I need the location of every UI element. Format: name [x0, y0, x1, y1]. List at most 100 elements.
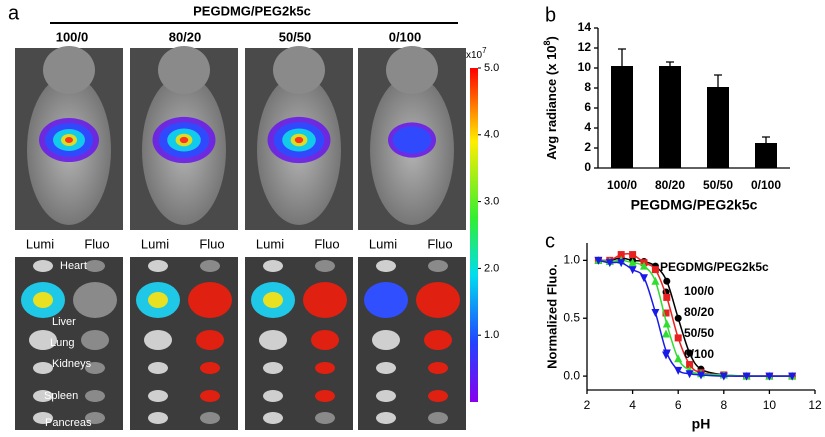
- organ-lumi: [364, 282, 408, 318]
- colorbar-tick-label: 5.0: [484, 62, 499, 74]
- organ-label: Pancreas: [45, 417, 92, 429]
- marker: [662, 319, 671, 328]
- marker: [674, 334, 682, 342]
- marker: [685, 370, 694, 379]
- y-tick-label: 8: [584, 80, 591, 94]
- legend-label: 50/50: [684, 326, 714, 340]
- marker: [662, 309, 670, 317]
- y-tick-label: 4: [584, 120, 591, 134]
- marker: [651, 308, 660, 317]
- organ-lumi: [148, 390, 168, 402]
- fluo-label: Fluo: [314, 236, 339, 251]
- marker: [674, 314, 682, 322]
- y-tick-label: 6: [584, 100, 591, 114]
- y-axis-label: Avg radiance (x 108): [542, 36, 559, 160]
- x-tick-label: 8: [720, 398, 727, 412]
- marker: [662, 351, 670, 360]
- organ-lumi: [372, 330, 400, 350]
- marker: [674, 366, 683, 375]
- organ-lumi: [263, 362, 283, 374]
- organ-label: Lung: [50, 337, 74, 349]
- organ-label: Liver: [52, 316, 76, 328]
- organ-fluo: [200, 412, 220, 424]
- x-tick-label: 100/0: [607, 178, 637, 192]
- panel-label: a: [8, 2, 20, 24]
- colorbar-tick-label: 2.0: [484, 262, 499, 274]
- organ-fluo: [188, 282, 232, 318]
- legend-label: 0/100: [684, 347, 714, 361]
- organ-label: Spleen: [44, 390, 78, 402]
- colorbar: [470, 68, 478, 402]
- y-tick-label: 2: [584, 140, 591, 154]
- marker: [628, 266, 637, 275]
- x-tick-label: 0/100: [751, 178, 781, 192]
- organ-fluo: [424, 330, 452, 350]
- y-axis-label-exponent: 8: [542, 40, 552, 45]
- organ-fluo: [428, 260, 448, 272]
- organ-lumi: [33, 260, 53, 272]
- mouse-head: [273, 46, 325, 94]
- error-bar: [666, 61, 674, 66]
- marker: [788, 372, 797, 381]
- group-label: 80/20: [169, 29, 202, 44]
- organ-fluo: [416, 282, 460, 318]
- organ-fluo: [85, 390, 105, 402]
- organ-lumi: [263, 390, 283, 402]
- bar: [707, 87, 729, 168]
- organ-fluo: [200, 260, 220, 272]
- marker: [594, 256, 603, 265]
- marker: [640, 261, 648, 270]
- organ-lumi: [376, 390, 396, 402]
- organ-lumi: [29, 330, 57, 350]
- panel-label: c: [545, 230, 555, 252]
- organ-lumi: [148, 260, 168, 272]
- error-bar: [714, 74, 722, 87]
- lumi-label: Lumi: [26, 236, 54, 251]
- organ-fluo: [200, 362, 220, 374]
- marker: [617, 251, 625, 259]
- mouse-head: [158, 46, 210, 94]
- organ-lumi-hot: [33, 292, 53, 308]
- y-tick-label: 10: [578, 60, 592, 74]
- y-tick-label: 0.0: [563, 368, 580, 382]
- x-axis-label: PEGDMG/PEG2k5c: [631, 197, 758, 213]
- signal-blob: [179, 136, 189, 144]
- organ-lumi: [259, 330, 287, 350]
- y-axis-label-suffix: ): [544, 36, 559, 40]
- organ-lumi: [376, 260, 396, 272]
- x-tick-label: 4: [629, 398, 636, 412]
- x-tick-label: 6: [675, 398, 682, 412]
- marker: [629, 251, 637, 259]
- marker: [663, 293, 671, 301]
- fluo-label: Fluo: [427, 236, 452, 251]
- bar: [659, 66, 681, 168]
- fluo-label: Fluo: [199, 236, 224, 251]
- lumi-label: Lumi: [256, 236, 284, 251]
- organ-lumi: [263, 260, 283, 272]
- lumi-label: Lumi: [141, 236, 169, 251]
- marker: [662, 329, 670, 338]
- marker: [640, 274, 648, 283]
- colorbar-scale: x107: [466, 46, 487, 61]
- group-label: 100/0: [56, 29, 89, 44]
- error-bar: [618, 48, 626, 66]
- error-bar: [762, 136, 770, 143]
- colorbar-tick-label: 1.0: [484, 329, 499, 341]
- group-label: 0/100: [389, 29, 422, 44]
- colorbar-tick-label: 4.0: [484, 129, 499, 141]
- panel-label: b: [545, 4, 556, 26]
- marker: [697, 371, 705, 380]
- organ-lumi: [33, 362, 53, 374]
- lumi-label: Lumi: [369, 236, 397, 251]
- organ-lumi: [33, 390, 53, 402]
- marker: [651, 266, 659, 274]
- mouse-head: [386, 46, 438, 94]
- organ-fluo: [85, 260, 105, 272]
- y-tick-label: 0.5: [563, 310, 580, 324]
- marker: [651, 276, 660, 285]
- organ-lumi: [376, 412, 396, 424]
- organ-fluo: [428, 362, 448, 374]
- x-tick-label: 10: [763, 398, 777, 412]
- group-label: 50/50: [279, 29, 312, 44]
- legend-label: 100/0: [684, 284, 714, 298]
